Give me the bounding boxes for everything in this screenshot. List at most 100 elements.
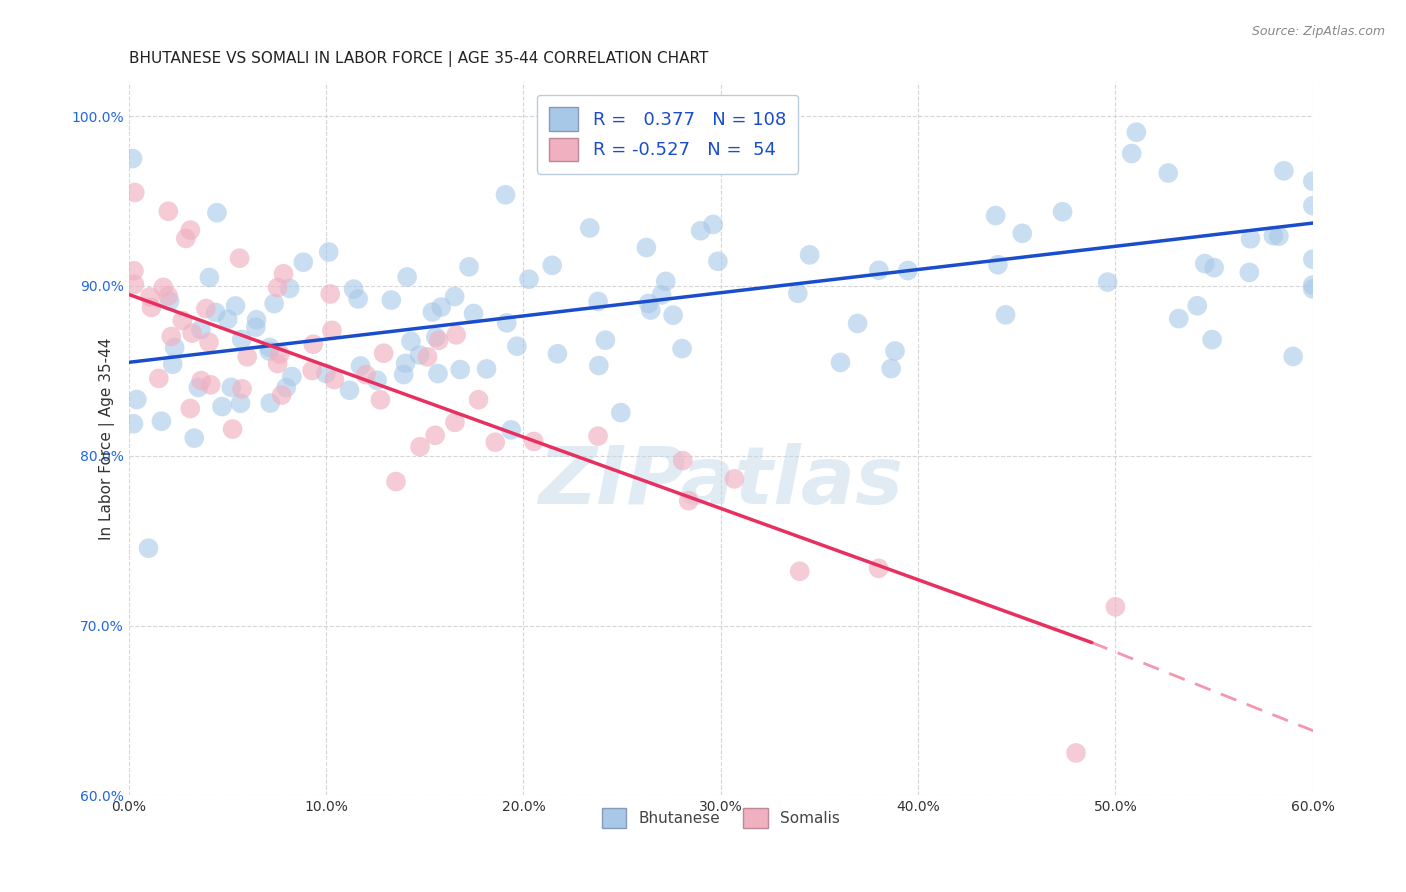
Point — [163, 341, 186, 355]
Point — [187, 380, 209, 394]
Point — [152, 280, 174, 294]
Point — [148, 371, 170, 385]
Point — [273, 267, 295, 281]
Point — [124, 186, 146, 200]
Point — [1302, 199, 1324, 213]
Point — [259, 340, 281, 354]
Point — [1201, 333, 1223, 347]
Point — [392, 368, 415, 382]
Point — [179, 223, 201, 237]
Point — [430, 300, 453, 314]
Point — [786, 286, 808, 301]
Point — [228, 251, 250, 265]
Point — [343, 282, 366, 296]
Point — [205, 205, 228, 219]
Point — [707, 254, 730, 268]
Point — [1121, 146, 1143, 161]
Point — [640, 303, 662, 318]
Point — [221, 422, 243, 436]
Point — [994, 308, 1017, 322]
Point — [231, 382, 253, 396]
Point — [349, 359, 371, 373]
Point — [1097, 275, 1119, 289]
Legend: Bhutanese, Somalis: Bhutanese, Somalis — [596, 802, 846, 834]
Point — [984, 209, 1007, 223]
Point — [467, 392, 489, 407]
Point — [458, 260, 481, 274]
Point — [217, 312, 239, 326]
Point — [266, 280, 288, 294]
Point — [799, 248, 821, 262]
Point — [141, 301, 163, 315]
Point — [444, 327, 467, 342]
Point — [678, 493, 700, 508]
Point — [662, 308, 685, 322]
Point — [671, 342, 693, 356]
Point — [122, 264, 145, 278]
Point — [897, 263, 920, 277]
Point — [546, 347, 568, 361]
Point — [315, 367, 337, 381]
Point — [276, 381, 298, 395]
Point — [702, 218, 724, 232]
Point — [124, 277, 146, 292]
Point — [190, 374, 212, 388]
Point — [1104, 599, 1126, 614]
Point — [449, 362, 471, 376]
Point — [789, 564, 811, 578]
Point — [157, 204, 180, 219]
Point — [321, 323, 343, 337]
Point — [408, 348, 430, 362]
Point — [266, 357, 288, 371]
Point — [846, 317, 869, 331]
Point — [637, 296, 659, 310]
Point — [278, 281, 301, 295]
Point — [1052, 204, 1074, 219]
Point — [409, 440, 432, 454]
Point — [198, 335, 221, 350]
Point — [319, 287, 342, 301]
Point — [868, 561, 890, 575]
Point — [190, 322, 212, 336]
Point — [385, 475, 408, 489]
Point — [1239, 232, 1261, 246]
Point — [380, 293, 402, 307]
Point — [586, 294, 609, 309]
Point — [194, 301, 217, 316]
Point — [475, 362, 498, 376]
Point — [1302, 252, 1324, 267]
Point — [1302, 282, 1324, 296]
Point — [426, 367, 449, 381]
Point — [125, 392, 148, 407]
Point — [501, 423, 523, 437]
Point — [323, 373, 346, 387]
Point — [987, 258, 1010, 272]
Point — [263, 296, 285, 310]
Point — [292, 255, 315, 269]
Point — [121, 152, 143, 166]
Point — [506, 339, 529, 353]
Point — [257, 343, 280, 358]
Point — [159, 294, 181, 309]
Point — [1239, 265, 1261, 279]
Point — [654, 274, 676, 288]
Point — [339, 383, 361, 397]
Point — [1194, 257, 1216, 271]
Point — [198, 270, 221, 285]
Point — [318, 245, 340, 260]
Point — [181, 326, 204, 340]
Point — [880, 361, 903, 376]
Point — [884, 344, 907, 359]
Point — [396, 270, 419, 285]
Point — [370, 392, 392, 407]
Point — [868, 263, 890, 277]
Text: BHUTANESE VS SOMALI IN LABOR FORCE | AGE 35-44 CORRELATION CHART: BHUTANESE VS SOMALI IN LABOR FORCE | AGE… — [129, 51, 709, 67]
Point — [231, 333, 253, 347]
Point — [586, 429, 609, 443]
Point — [1204, 260, 1226, 275]
Point — [1282, 350, 1305, 364]
Point — [172, 313, 194, 327]
Point — [495, 316, 517, 330]
Point — [139, 290, 162, 304]
Point — [219, 380, 242, 394]
